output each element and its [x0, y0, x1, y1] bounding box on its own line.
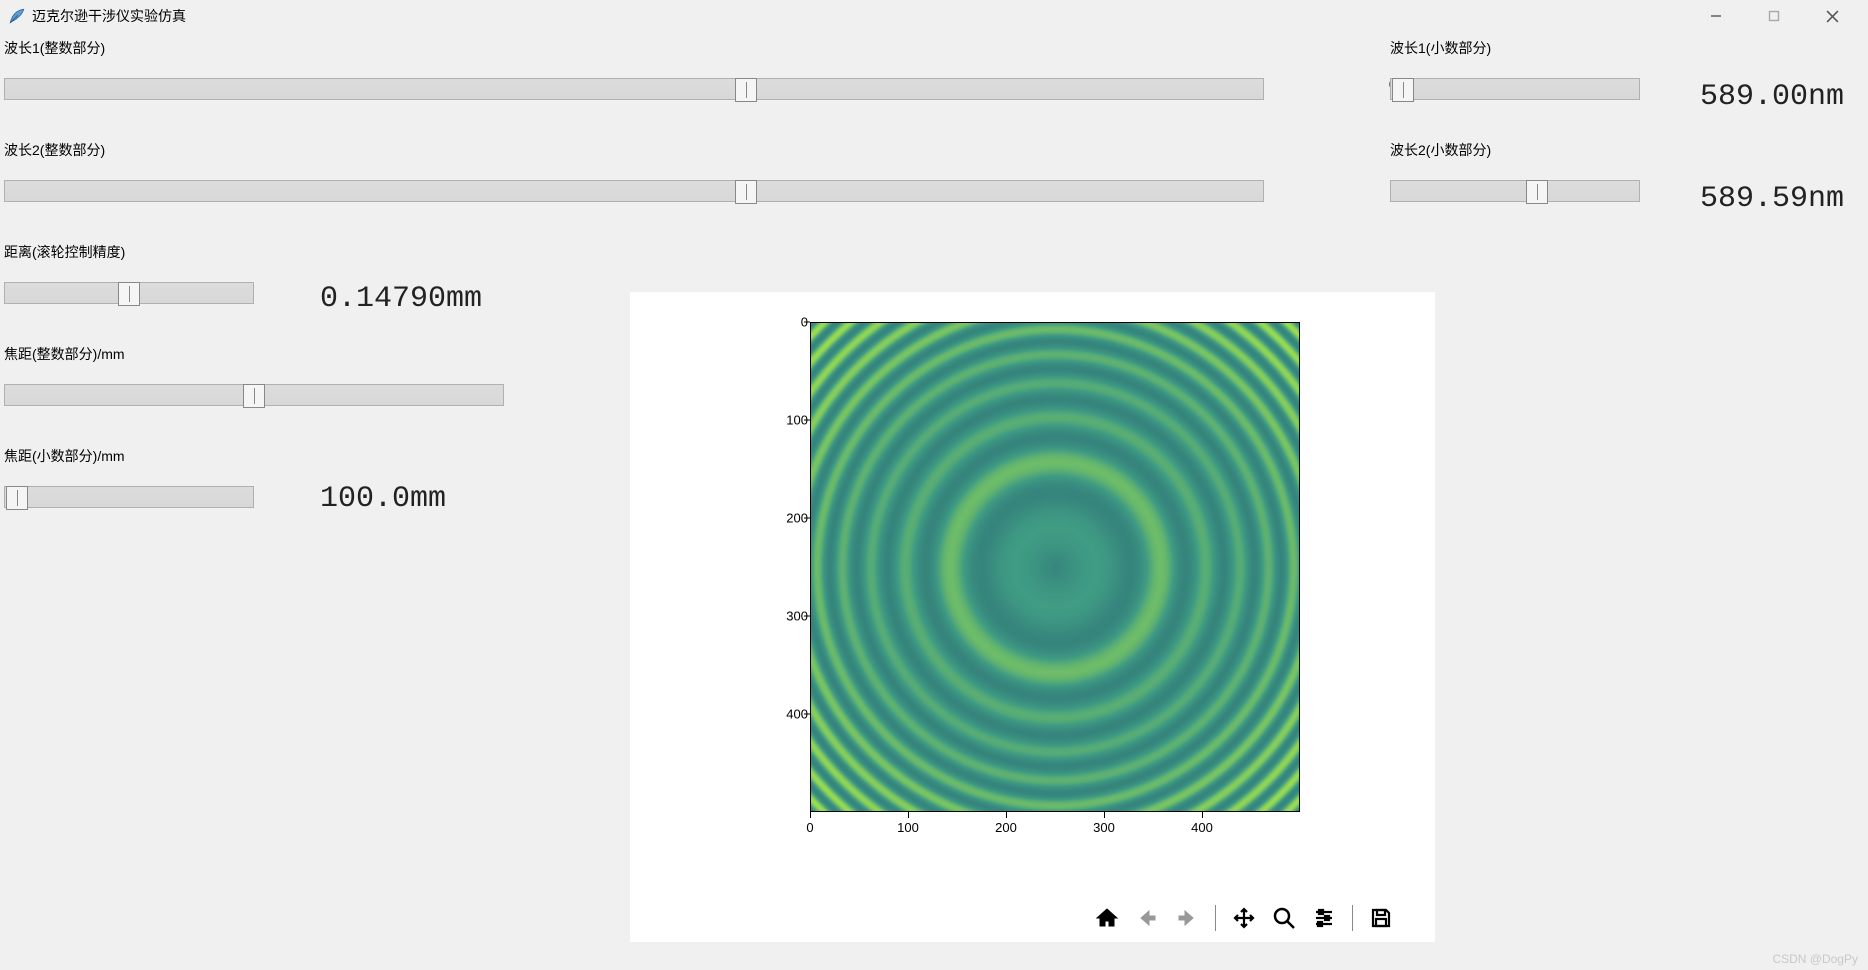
x-tick-label: 300	[1093, 820, 1115, 835]
wavelength2-readout: 589.59nm	[1700, 182, 1844, 216]
wave1-frac-label: 波长1(小数部分)	[1390, 38, 1640, 58]
home-icon[interactable]	[1093, 904, 1121, 932]
wave1-int-label: 波长1(整数部分)	[4, 38, 1264, 58]
wave2-int-slider[interactable]	[4, 180, 1264, 202]
toolbar-separator	[1215, 905, 1216, 931]
toolbar-separator	[1352, 905, 1353, 931]
zoom-icon[interactable]	[1270, 904, 1298, 932]
wave2-frac-slider[interactable]	[1390, 180, 1640, 202]
window-title: 迈克尔逊干涉仪实验仿真	[32, 6, 1696, 26]
maximize-button[interactable]	[1754, 2, 1794, 30]
x-tick-label: 100	[897, 820, 919, 835]
distance-slider[interactable]	[4, 282, 254, 304]
matplotlib-toolbar	[1093, 904, 1395, 932]
configure-icon[interactable]	[1310, 904, 1338, 932]
save-icon[interactable]	[1367, 904, 1395, 932]
focal-int-label: 焦距(整数部分)/mm	[4, 344, 504, 364]
wave2-frac-thumb[interactable]	[1526, 180, 1548, 204]
x-tick-label: 400	[1191, 820, 1213, 835]
pan-icon[interactable]	[1230, 904, 1258, 932]
wavelength1-readout: 589.00nm	[1700, 80, 1844, 114]
focal-readout: 100.0mm	[320, 482, 446, 516]
focal-frac-thumb[interactable]	[6, 486, 28, 510]
distance-readout: 0.14790mm	[320, 282, 482, 316]
plot-panel: 0100200300400 0100200300400	[630, 292, 1435, 942]
focal-frac-label: 焦距(小数部分)/mm	[4, 446, 254, 466]
x-tick-label: 0	[806, 820, 813, 835]
focal-frac-slider[interactable]	[4, 486, 254, 508]
titlebar: 迈克尔逊干涉仪实验仿真	[0, 0, 1868, 32]
wave2-frac-label: 波长2(小数部分)	[1390, 140, 1640, 160]
wave2-int-thumb[interactable]	[735, 180, 757, 204]
back-icon[interactable]	[1133, 904, 1161, 932]
wave1-frac-slider[interactable]	[1390, 78, 1640, 100]
wave1-int-slider[interactable]	[4, 78, 1264, 100]
focal-int-thumb[interactable]	[243, 384, 265, 408]
wave1-int-thumb[interactable]	[735, 78, 757, 102]
focal-int-slider[interactable]	[4, 384, 504, 406]
x-tick-label: 200	[995, 820, 1017, 835]
minimize-button[interactable]	[1696, 2, 1736, 30]
window-controls	[1696, 2, 1860, 30]
wave2-int-label: 波长2(整数部分)	[4, 140, 1264, 160]
interference-plot[interactable]	[810, 322, 1300, 812]
wave1-frac-thumb[interactable]	[1392, 78, 1414, 102]
watermark: CSDN @DogPy	[1772, 952, 1858, 966]
forward-icon[interactable]	[1173, 904, 1201, 932]
distance-label: 距离(滚轮控制精度)	[4, 242, 254, 262]
close-button[interactable]	[1812, 2, 1852, 30]
distance-thumb[interactable]	[118, 282, 140, 306]
app-feather-icon	[8, 7, 26, 25]
